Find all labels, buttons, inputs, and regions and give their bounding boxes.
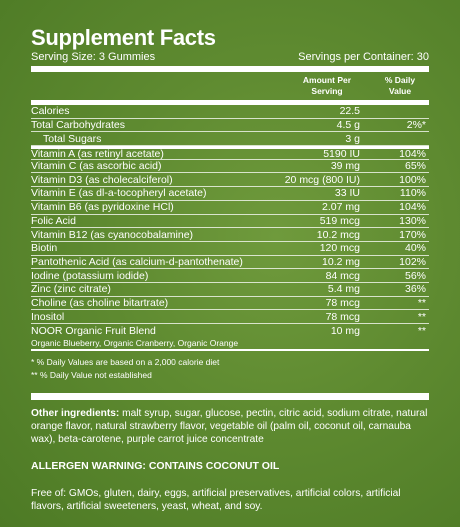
nutrient-dv: 56% [404, 269, 426, 282]
nutrient-name: Vitamin E (as dl-a-tocopheryl acetate) [31, 187, 207, 200]
nutrient-dv: 130% [399, 214, 426, 227]
nutrient-row: Inositol 78 mcg ** [31, 310, 429, 324]
nutrient-dv: 102% [399, 255, 426, 268]
nutrient-row: Vitamin A (as retinyl acetate) 5190 IU 104… [31, 146, 429, 160]
nutrient-dv: 65% [404, 160, 426, 173]
nutrient-name: Choline (as choline bitartrate) [31, 296, 169, 309]
nutrient-row: Iodine (potassium iodide) 84 mcg 56% [31, 269, 429, 283]
nutrient-amount: 20 mcg (800 IU) [284, 173, 360, 186]
blend-dv: ** [417, 325, 426, 337]
serving-size: Serving Size: 3 Gummies [31, 51, 156, 63]
thick-divider [31, 66, 429, 72]
nutrient-amount: 10.2 mg [322, 255, 360, 268]
nutrient-row: Calories 22.5 [31, 105, 429, 119]
free-of-statement: Free of: GMOs, gluten, dairy, eggs, arti… [31, 488, 401, 512]
amount-header: Amount Per Serving [302, 75, 352, 96]
nutrient-amount: 120 mcg [319, 242, 360, 255]
servings-per-container: Servings per Container: 30 [298, 51, 429, 63]
nutrient-table: Calories 22.5 Total Carbohydrates 4.5 g 2%*… [31, 100, 429, 350]
nutrient-amount: 3 g [345, 132, 360, 145]
nutrient-row: Vitamin C (as ascorbic acid) 39 mg 65% [31, 160, 429, 174]
nutrient-name: Calories [31, 105, 70, 118]
nutrient-row: Biotin 120 mcg 40% [31, 242, 429, 256]
nutrient-row: Vitamin B12 (as cyanocobalamine) 10.2 mcg… [31, 228, 429, 242]
nutrient-dv: 40% [404, 242, 426, 255]
other-ingredients-label: Other ingredients: [31, 408, 120, 419]
nutrient-dv: 104% [399, 147, 426, 160]
nutrient-name: Vitamin D3 (as cholecalciferol) [31, 173, 173, 186]
nutrient-name: Vitamin C (as ascorbic acid) [31, 160, 162, 173]
nutrient-row: Vitamin D3 (as cholecalciferol) 20 mcg (8… [31, 173, 429, 188]
other-ingredients: Other ingredients: malt syrup, sugar, gl… [31, 407, 429, 446]
footnotes: * % Daily Values are based on a 2,000 ca… [31, 349, 429, 385]
nutrient-row: Pantothenic Acid (as calcium-d-pantothen… [31, 256, 429, 270]
nutrient-amount: 78 mcg [325, 310, 360, 323]
nutrient-name: Vitamin B6 (as pyridoxine HCl) [31, 201, 174, 214]
nutrient-amount: 10.2 mcg [316, 228, 360, 241]
nutrient-name: Iodine (potassium iodide) [31, 269, 149, 282]
nutrient-name: Folic Acid [31, 214, 76, 227]
nutrient-amount: 5.4 mg [327, 283, 360, 296]
allergen-warning: ALLERGEN WARNING: CONTAINS COCONUT OIL [31, 460, 280, 472]
nutrient-name: Vitamin B12 (as cyanocobalamine) [31, 228, 194, 241]
footnote-not-established: ** % Daily Value not established [31, 369, 152, 380]
blend-name: NOOR Organic Fruit Blend [31, 325, 156, 337]
nutrient-name: Biotin [31, 242, 58, 255]
nutrient-dv: 170% [399, 228, 426, 241]
nutrient-row: Choline (as choline bitartrate) 78 mcg ** [31, 297, 429, 311]
panel-title: Supplement Facts [31, 25, 216, 50]
nutrient-dv: 104% [399, 201, 426, 214]
serving-info: Serving Size: 3 Gummies Servings per Con… [31, 51, 429, 64]
nutrient-dv: 36% [404, 283, 426, 296]
nutrient-amount: 5190 IU [323, 147, 360, 160]
nutrient-name: Total Carbohydrates [31, 119, 125, 132]
nutrient-row: Vitamin B6 (as pyridoxine HCl) 2.07 mg 104… [31, 201, 429, 215]
nutrient-row: Vitamin E (as dl-a-tocopheryl acetate) 33… [31, 187, 429, 201]
nutrient-name: Zinc (zinc citrate) [31, 283, 111, 296]
nutrient-row: Folic Acid 519 mcg 130% [31, 215, 429, 229]
bottom-thick-divider [31, 393, 429, 400]
fruit-blend-row: NOOR Organic Fruit Blend Organic Blueber… [31, 324, 429, 350]
daily-value-header: % Daily Value [384, 75, 416, 96]
nutrient-name: Inositol [31, 310, 65, 323]
nutrient-row: Zinc (zinc citrate) 5.4 mg 36% [31, 283, 429, 297]
nutrient-amount: 4.5 g [336, 119, 360, 132]
nutrient-amount: 2.07 mg [322, 201, 360, 214]
nutrient-dv: 100% [399, 173, 426, 186]
nutrient-amount: 519 mcg [319, 214, 360, 227]
column-headers: Amount Per Serving % Daily Value [31, 72, 429, 100]
nutrient-dv: 2%* [406, 119, 426, 132]
nutrient-dv: ** [417, 310, 426, 323]
nutrient-amount: 39 mg [330, 160, 360, 173]
nutrient-name: Total Sugars [43, 132, 102, 145]
nutrient-dv: 110% [399, 187, 426, 200]
nutrient-amount: 84 mcg [325, 269, 360, 282]
blend-amount: 10 mg [330, 325, 360, 337]
nutrient-row: Total Carbohydrates 4.5 g 2%* [31, 119, 429, 133]
nutrient-amount: 33 IU [334, 187, 360, 200]
blend-ingredients: Organic Blueberry, Organic Cranberry, Or… [31, 338, 239, 348]
nutrient-amount: 22.5 [339, 105, 360, 118]
nutrient-name: Vitamin A (as retinyl acetate) [31, 147, 164, 160]
nutrient-amount: 78 mcg [325, 296, 360, 309]
other-ingredients-text: malt syrup, sugar, glucose, pectin, citr… [31, 408, 428, 445]
footnote-daily-values: * % Daily Values are based on a 2,000 ca… [31, 357, 220, 367]
nutrient-row: Total Sugars 3 g [31, 132, 429, 147]
blend-name-cell: NOOR Organic Fruit Blend Organic Blueber… [31, 325, 283, 349]
nutrient-name: Pantothenic Acid (as calcium-d-pantothen… [31, 255, 243, 268]
nutrient-dv: ** [417, 296, 426, 309]
